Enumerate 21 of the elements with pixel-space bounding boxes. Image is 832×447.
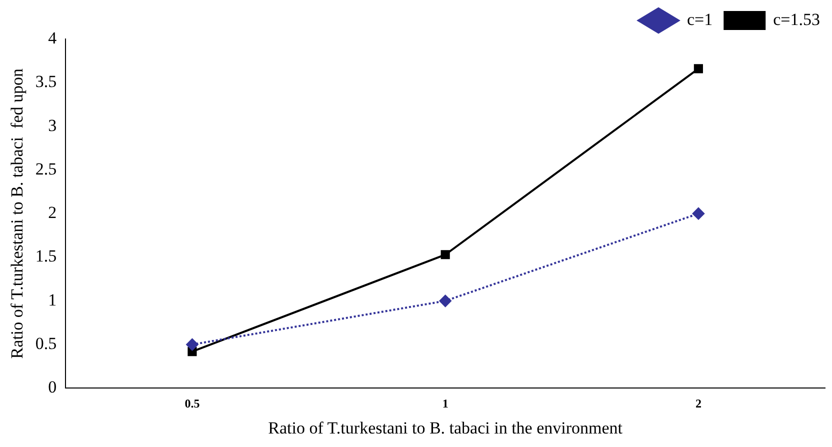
y-tick-label: 3.5 [35, 72, 57, 92]
point [694, 64, 703, 74]
x-axis-title: Ratio of T.turkestani to B. tabaci in the environment [268, 418, 623, 438]
y-tick-label: 4 [48, 28, 58, 48]
y-axis-title: Ratio of T.turkestani to B. tabaci fed upon [8, 68, 27, 359]
y-tick-label: 2 [48, 203, 57, 222]
y-tick-label: 1 [48, 290, 57, 310]
x-tick-label: 2 [695, 396, 702, 410]
point [186, 338, 198, 351]
y-tick-label: 2.5 [35, 159, 57, 178]
x-tick-label: 1 [442, 396, 448, 410]
y-tick-label: 0.5 [35, 334, 57, 354]
y-tick-label: 0 [48, 378, 57, 397]
y-tick-label: 1.5 [35, 246, 57, 266]
point [440, 250, 450, 260]
point [692, 208, 704, 220]
legend-label: c=1.53 [773, 10, 820, 29]
x-tick-label: 0.5 [184, 396, 200, 410]
point [439, 294, 452, 307]
y-tick-label: 3 [48, 116, 57, 135]
legend-label: c=1 [686, 10, 713, 29]
